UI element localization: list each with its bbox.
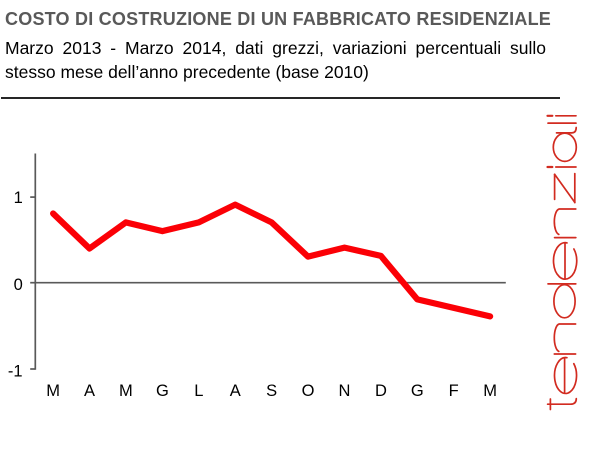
svg-text:G: G: [411, 382, 424, 400]
svg-text:D: D: [375, 382, 387, 400]
svg-text:0: 0: [14, 276, 23, 294]
svg-text:A: A: [84, 382, 95, 400]
svg-text:-1: -1: [8, 363, 23, 381]
svg-text:M: M: [119, 382, 133, 400]
svg-text:M: M: [483, 382, 497, 400]
svg-text:M: M: [46, 382, 60, 400]
svg-text:1: 1: [14, 189, 23, 207]
svg-text:N: N: [339, 382, 351, 400]
svg-text:A: A: [230, 382, 241, 400]
svg-text:L: L: [194, 382, 203, 400]
svg-text:S: S: [266, 382, 277, 400]
svg-text:O: O: [302, 382, 315, 400]
svg-text:G: G: [156, 382, 169, 400]
svg-text:F: F: [449, 382, 459, 400]
